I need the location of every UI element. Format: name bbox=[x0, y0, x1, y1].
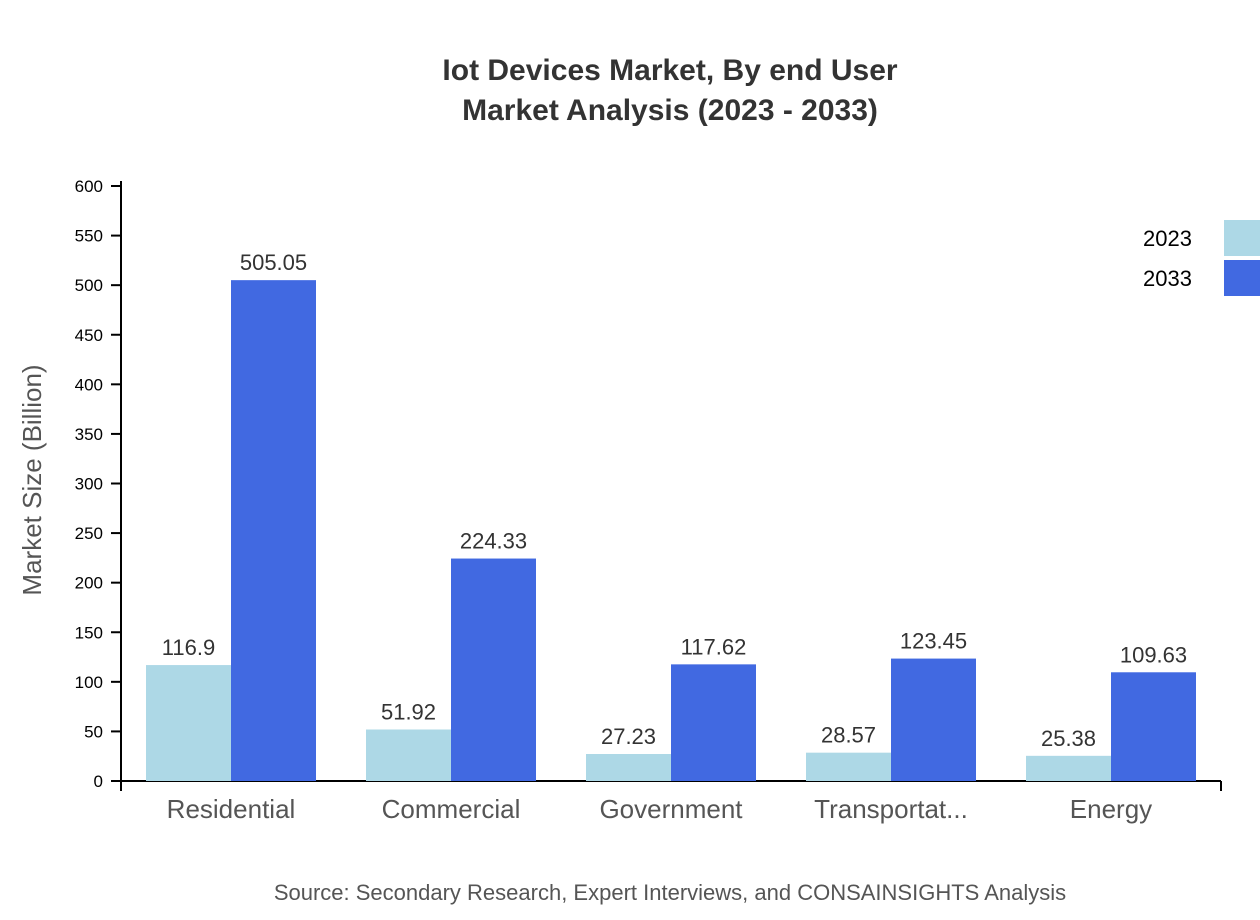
x-tick-label: Transportat... bbox=[814, 794, 968, 824]
y-axis: 0 50 100 150 200 250 300 350 400 450 500 550 600 bbox=[75, 177, 122, 791]
y-tick-label: 450 bbox=[75, 326, 103, 345]
bar-2033-transportat bbox=[891, 658, 976, 781]
legend-swatch bbox=[1224, 260, 1260, 296]
y-axis-label: Market Size (Billion) bbox=[17, 364, 47, 595]
x-tick-label: Government bbox=[599, 794, 743, 824]
legend-label: 2033 bbox=[1143, 266, 1192, 291]
source-note: Source: Secondary Research, Expert Inter… bbox=[274, 880, 1066, 905]
bar-2023-energy bbox=[1026, 755, 1111, 781]
y-tick-label: 400 bbox=[75, 375, 103, 394]
y-tick-label: 600 bbox=[75, 177, 103, 196]
chart-title-line-2: Market Analysis (2023 - 2033) bbox=[462, 94, 878, 127]
x-tick-label: Energy bbox=[1070, 794, 1152, 824]
y-tick-label: 300 bbox=[75, 475, 103, 494]
bar-2033-residential bbox=[231, 280, 316, 781]
y-tick-label: 0 bbox=[94, 772, 103, 791]
y-tick-label: 550 bbox=[75, 227, 103, 246]
y-tick-label: 200 bbox=[75, 574, 103, 593]
bar-2023-commercial bbox=[366, 729, 451, 781]
bar-2033-commercial bbox=[451, 558, 536, 781]
data-label: 27.23 bbox=[601, 724, 656, 749]
x-tick-label: Commercial bbox=[382, 794, 521, 824]
data-label: 505.05 bbox=[240, 250, 307, 275]
y-tick-label: 100 bbox=[75, 673, 103, 692]
data-label: 51.92 bbox=[381, 700, 436, 725]
y-tick-label: 50 bbox=[84, 722, 103, 741]
data-label: 25.38 bbox=[1041, 726, 1096, 751]
legend-swatch bbox=[1224, 220, 1260, 256]
bar-2033-government bbox=[671, 664, 756, 781]
y-tick-label: 350 bbox=[75, 425, 103, 444]
legend: 2023 2033 bbox=[1143, 220, 1260, 296]
bar-2033-energy bbox=[1111, 672, 1196, 781]
data-label: 28.57 bbox=[821, 723, 876, 748]
bar-2023-government bbox=[586, 753, 671, 781]
bar-2023-transportat bbox=[806, 752, 891, 781]
y-tick-label: 500 bbox=[75, 276, 103, 295]
y-tick-label: 250 bbox=[75, 524, 103, 543]
data-label: 116.9 bbox=[162, 635, 215, 660]
bar-2023-residential bbox=[146, 665, 231, 781]
x-axis: Residential Commercial Government Transport… bbox=[120, 780, 1222, 824]
data-label: 123.45 bbox=[900, 629, 967, 654]
x-tick-label: Residential bbox=[167, 794, 296, 824]
legend-label: 2023 bbox=[1143, 226, 1192, 251]
data-label: 117.62 bbox=[681, 634, 747, 659]
chart-title-line-1: Iot Devices Market, By end User bbox=[442, 54, 898, 87]
y-tick-label: 150 bbox=[75, 623, 103, 642]
bars: 116.9 505.05 51.92 224.33 27.23 117.62 28.57 12… bbox=[146, 250, 1196, 781]
data-label: 109.63 bbox=[1120, 642, 1187, 667]
data-label: 224.33 bbox=[460, 529, 527, 554]
